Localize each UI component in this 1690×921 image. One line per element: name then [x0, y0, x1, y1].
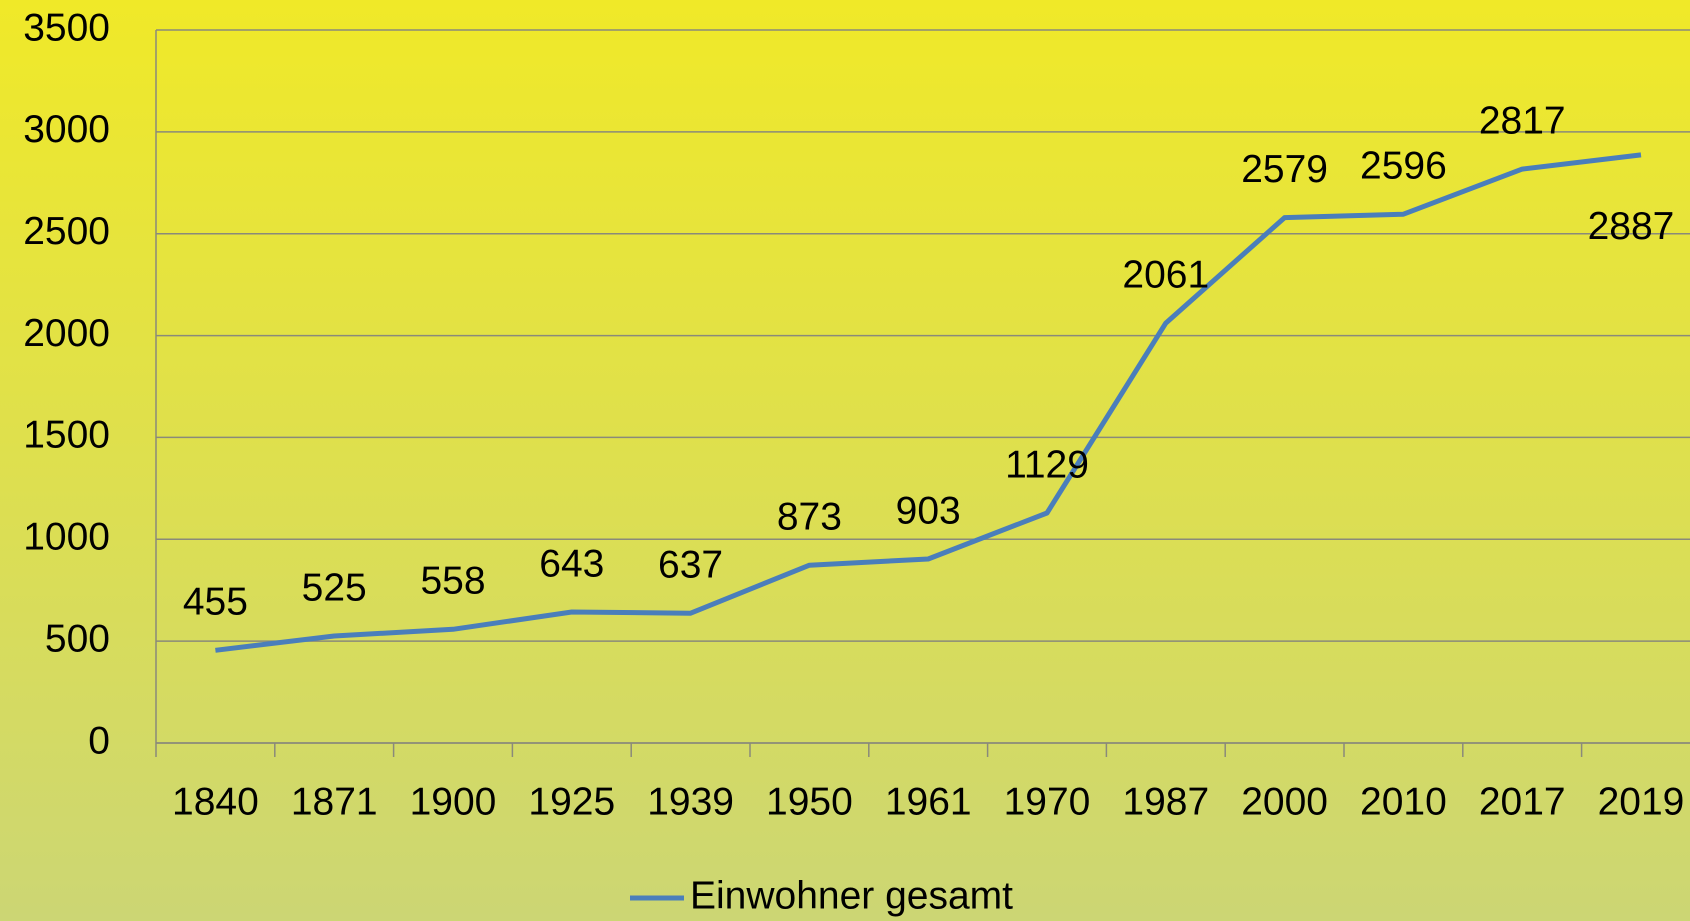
x-tick-label: 1925	[528, 780, 615, 823]
x-tick-label: 1987	[1122, 780, 1209, 823]
y-tick-label: 2500	[23, 210, 110, 253]
x-tick-label: 2010	[1360, 780, 1447, 823]
x-tick-label: 2019	[1598, 780, 1685, 823]
y-tick-label: 1000	[23, 516, 110, 559]
data-label: 455	[183, 581, 248, 624]
y-tick-label: 1500	[23, 414, 110, 457]
x-tick-label: 1939	[647, 780, 734, 823]
y-tick-label: 0	[88, 719, 110, 762]
data-label: 2817	[1479, 99, 1566, 142]
data-label: 558	[420, 560, 485, 603]
data-label: 525	[302, 566, 367, 609]
data-label: 873	[777, 495, 842, 538]
x-tick-label: 1840	[172, 780, 259, 823]
data-line	[215, 152, 1642, 653]
y-tick-label: 3500	[23, 6, 110, 49]
data-label: 2596	[1360, 144, 1447, 187]
y-tick-label: 3000	[23, 108, 110, 151]
x-tick-label: 2017	[1479, 780, 1566, 823]
y-tick-label: 500	[45, 617, 110, 660]
x-tick-label: 1900	[410, 780, 497, 823]
x-tick-label: 1970	[1004, 780, 1091, 823]
x-tick-label: 1950	[766, 780, 853, 823]
data-label: 2887	[1588, 205, 1675, 248]
x-tick-label: 1961	[885, 780, 972, 823]
legend-label: Einwohner gesamt	[690, 874, 1013, 917]
x-tick-label: 2000	[1241, 780, 1328, 823]
data-label: 1129	[1005, 443, 1089, 486]
data-label: 903	[896, 489, 961, 532]
data-label: 637	[658, 544, 723, 587]
data-label: 2061	[1122, 253, 1209, 296]
data-label: 2579	[1241, 148, 1328, 191]
x-tick-label: 1871	[291, 780, 378, 823]
data-label: 643	[539, 542, 604, 585]
y-tick-label: 2000	[23, 312, 110, 355]
